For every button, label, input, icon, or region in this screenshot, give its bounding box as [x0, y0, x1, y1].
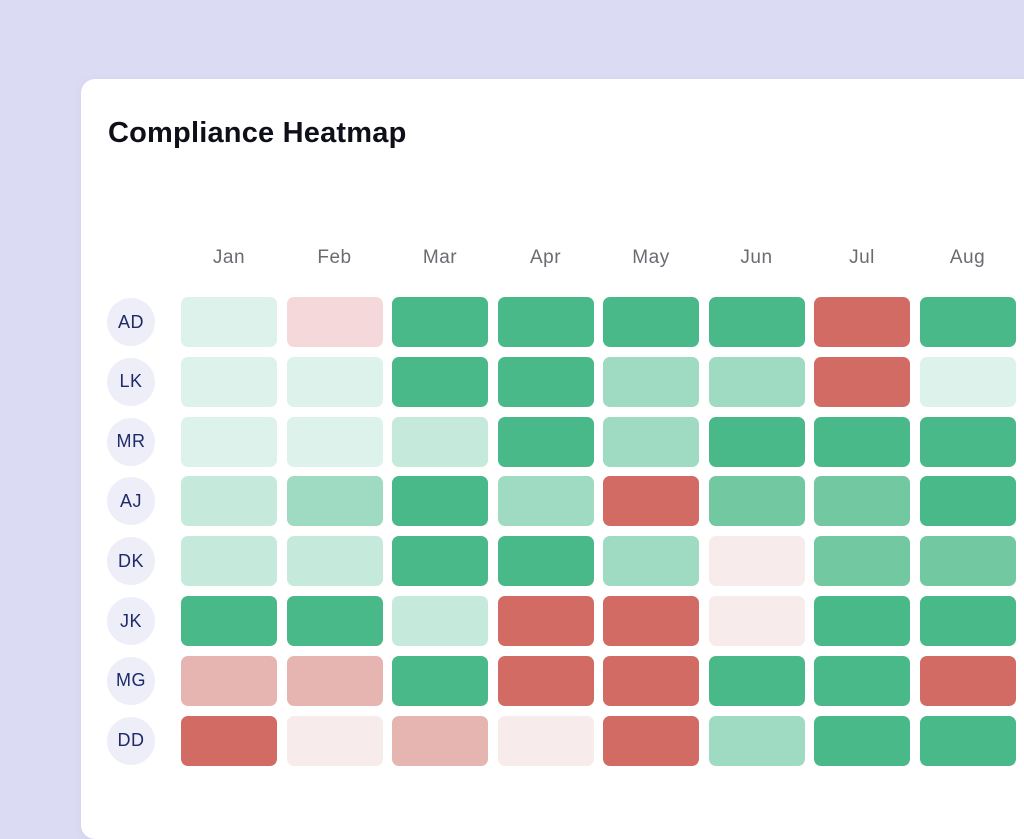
heatmap-cell-mr-jun[interactable]: [708, 416, 805, 467]
heatmap-cell-ad-jan[interactable]: [181, 297, 277, 347]
heatmap-cell-mg-mar[interactable]: [392, 655, 488, 706]
month-label-aug: Aug: [949, 247, 986, 268]
heatmap-cell-mg-apr[interactable]: [497, 655, 594, 706]
heatmap-cell-ad-feb[interactable]: [286, 297, 383, 347]
heatmap-cell-dk-jun[interactable]: [708, 536, 805, 587]
month-label-jun: Jun: [740, 247, 773, 268]
heatmap-cell-mg-feb[interactable]: [286, 655, 383, 706]
heatmap-cell-lk-may[interactable]: [603, 356, 699, 407]
heatmap-cell-mr-jul[interactable]: [814, 416, 910, 467]
heatmap-cell-dk-aug[interactable]: [919, 536, 1016, 587]
heatmap-cell-ad-apr[interactable]: [497, 297, 594, 347]
heatmap-cell-dk-may[interactable]: [603, 536, 699, 587]
heatmap-cell-mr-jan[interactable]: [181, 416, 277, 467]
heatmap-cell-dd-jun[interactable]: [708, 715, 805, 766]
heatmap-cell-lk-feb[interactable]: [286, 356, 383, 407]
row-avatar-mg: MG: [107, 656, 155, 705]
heatmap-cell-mg-jan[interactable]: [181, 655, 277, 706]
heatmap-cell-jk-jan[interactable]: [181, 596, 277, 646]
heatmap-cell-dd-feb[interactable]: [286, 715, 383, 766]
heatmap-cell-aj-mar[interactable]: [392, 476, 488, 527]
heatmap-cell-jk-apr[interactable]: [497, 596, 594, 646]
heatmap-cell-mg-jun[interactable]: [708, 655, 805, 706]
heatmap-cell-ad-jul[interactable]: [814, 297, 910, 347]
heatmap-cell-lk-jul[interactable]: [814, 356, 910, 407]
heatmap-cell-jk-may[interactable]: [603, 596, 699, 646]
heatmap-cell-mg-may[interactable]: [603, 655, 699, 706]
month-label-apr: Apr: [529, 247, 562, 268]
heatmap-cell-mr-mar[interactable]: [392, 416, 488, 467]
heatmap-cell-mr-apr[interactable]: [497, 416, 594, 467]
heatmap-cell-aj-apr[interactable]: [497, 476, 594, 527]
heatmap-cell-aj-jun[interactable]: [708, 476, 805, 527]
heatmap-cell-jk-jun[interactable]: [708, 596, 805, 646]
row-avatar-dd: DD: [107, 716, 155, 765]
row-avatar-ad: AD: [107, 298, 155, 346]
heatmap-cell-dd-may[interactable]: [603, 715, 699, 766]
heatmap-cell-aj-jul[interactable]: [814, 476, 910, 527]
row-avatar-lk: LK: [107, 357, 155, 406]
heatmap-cell-ad-jun[interactable]: [708, 297, 805, 347]
heatmap-cell-dd-apr[interactable]: [497, 715, 594, 766]
heatmap-cell-aj-feb[interactable]: [286, 476, 383, 527]
heatmap-cell-mg-aug[interactable]: [919, 655, 1016, 706]
heatmap-cell-ad-may[interactable]: [603, 297, 699, 347]
heatmap-card: Compliance Heatmap Jan Feb Mar Apr May Jun Jul…: [81, 79, 1024, 839]
heatmap-cell-jk-feb[interactable]: [286, 596, 383, 646]
heatmap-cell-dk-jan[interactable]: [181, 536, 277, 587]
month-label-may: May: [632, 247, 670, 268]
heatmap-cell-lk-aug[interactable]: [919, 356, 1016, 407]
month-label-feb: Feb: [317, 247, 352, 268]
heatmap-cell-dk-mar[interactable]: [392, 536, 488, 587]
heatmap-cell-aj-aug[interactable]: [919, 476, 1016, 527]
row-avatar-aj: AJ: [107, 477, 155, 526]
heatmap-cell-lk-mar[interactable]: [392, 356, 488, 407]
heatmap-cell-dk-apr[interactable]: [497, 536, 594, 587]
heatmap-cell-dd-aug[interactable]: [919, 715, 1016, 766]
heatmap-cell-lk-apr[interactable]: [497, 356, 594, 407]
heatmap-cell-aj-jan[interactable]: [181, 476, 277, 527]
row-avatar-jk: JK: [107, 597, 155, 645]
heatmap-cell-lk-jan[interactable]: [181, 356, 277, 407]
heatmap-cell-ad-mar[interactable]: [392, 297, 488, 347]
heatmap-cell-jk-jul[interactable]: [814, 596, 910, 646]
heatmap-cell-dk-feb[interactable]: [286, 536, 383, 587]
heatmap-cell-mg-jul[interactable]: [814, 655, 910, 706]
month-label-jul: Jul: [849, 247, 875, 268]
heatmap-cell-jk-aug[interactable]: [919, 596, 1016, 646]
heatmap-cell-mr-may[interactable]: [603, 416, 699, 467]
row-avatar-mr: MR: [107, 417, 155, 466]
heatmap-cell-ad-aug[interactable]: [919, 297, 1016, 347]
heatmap-cell-aj-may[interactable]: [603, 476, 699, 527]
heatmap-cell-mr-aug[interactable]: [919, 416, 1016, 467]
heatmap-cell-dk-jul[interactable]: [814, 536, 910, 587]
heatmap-cell-dd-mar[interactable]: [392, 715, 488, 766]
row-avatar-dk: DK: [107, 537, 155, 586]
month-label-jan: Jan: [212, 247, 246, 268]
heatmap-cell-lk-jun[interactable]: [708, 356, 805, 407]
heatmap-cell-jk-mar[interactable]: [392, 596, 488, 646]
heatmap-cell-dd-jan[interactable]: [181, 715, 277, 766]
heatmap-cell-dd-jul[interactable]: [814, 715, 910, 766]
chart-title: Compliance Heatmap: [108, 117, 407, 149]
month-label-mar: Mar: [422, 247, 458, 268]
heatmap-cell-mr-feb[interactable]: [286, 416, 383, 467]
